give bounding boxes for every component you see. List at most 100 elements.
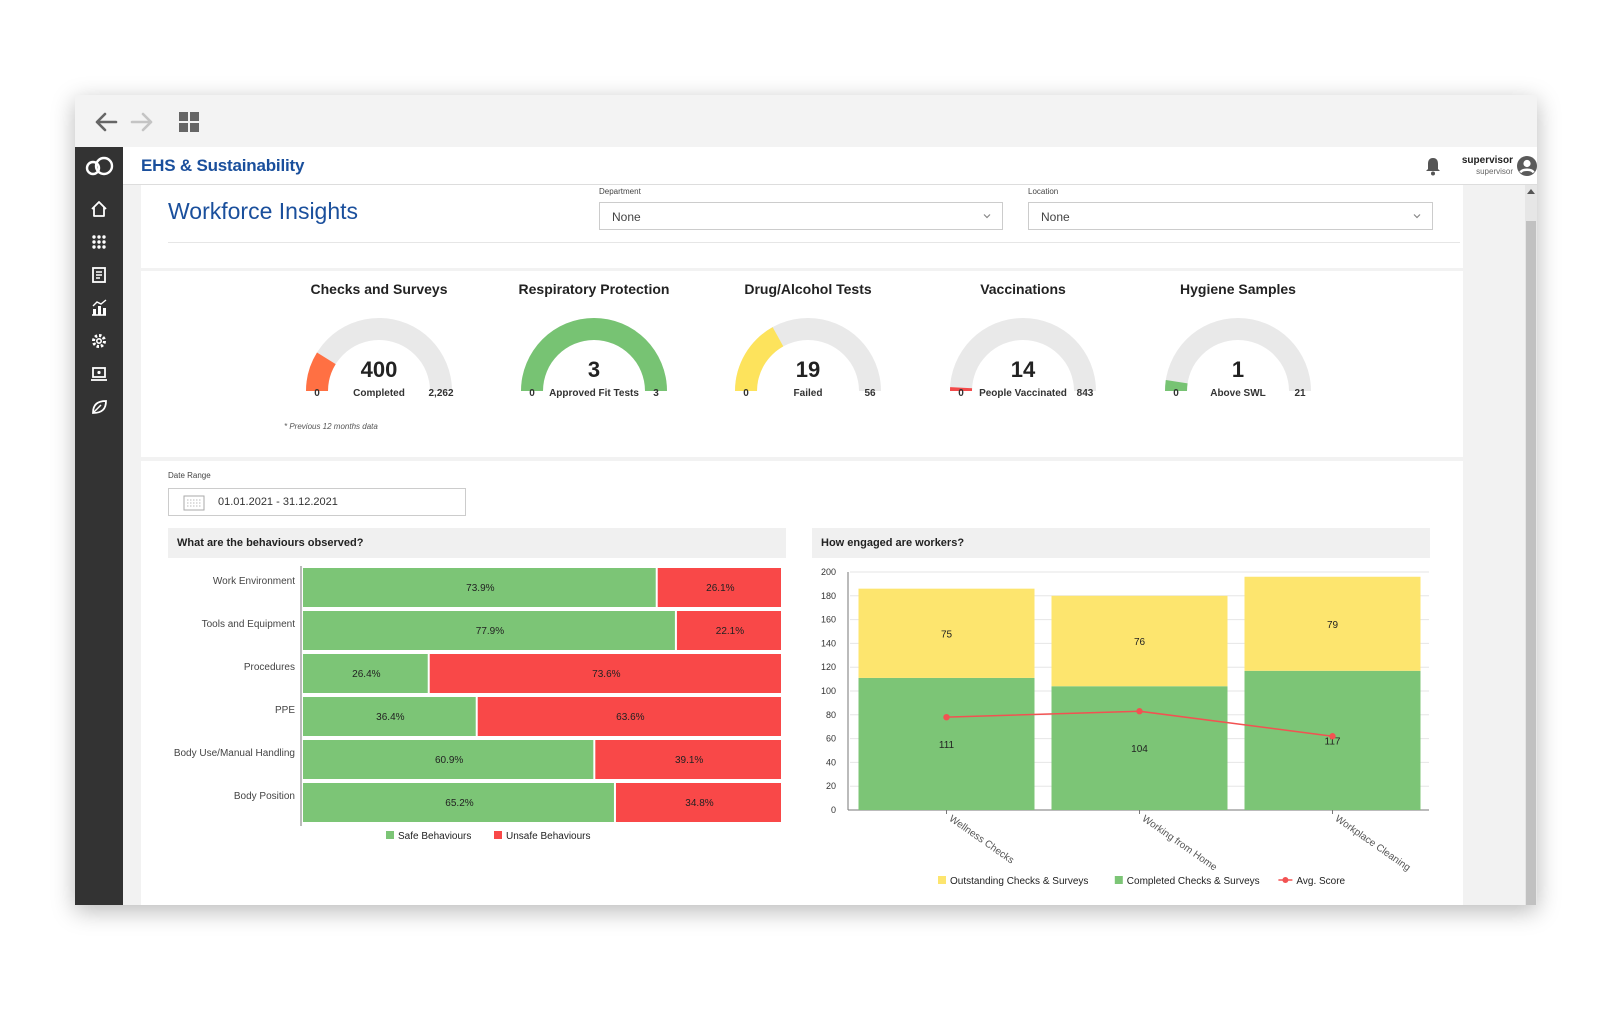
page-title: Workforce Insights [168,198,359,224]
bar-segment[interactable] [657,568,781,607]
leaf-icon[interactable] [87,395,111,419]
y-tick-label: 180 [821,591,836,601]
y-tick-label: 200 [821,567,836,577]
gauge-4: Vaccinations 14 People Vaccinated 0 843 [923,271,1123,431]
bar-segment[interactable] [595,740,781,779]
bar-segment[interactable] [676,611,781,650]
gauge-track [1165,318,1311,391]
filters-panel: Workforce Insights Department None Locat… [141,185,1463,268]
chart-header: How engaged are workers? [812,528,1430,558]
user-role: supervisor [1476,167,1513,176]
bar-segment[interactable] [303,611,675,650]
user-avatar-icon[interactable] [1516,155,1537,177]
gauge-fill [521,318,667,391]
document-icon[interactable] [87,263,111,287]
scrollbar[interactable] [1525,185,1537,905]
department-value: None [612,210,641,224]
calendar-icon[interactable] [183,495,205,511]
x-tick-label: Workplace Cleaning [1333,813,1412,873]
gauge-title: Hygiene Samples [1180,281,1296,297]
category-label: PPE [275,705,295,716]
legend-label[interactable]: Unsafe Behaviours [506,831,591,842]
user-name[interactable]: supervisor [1461,155,1513,166]
data-label: 73.6% [592,669,620,680]
gauge-fill [735,327,784,391]
gauge-fill [306,352,336,391]
bar-segment[interactable] [303,783,614,822]
data-label: 34.8% [685,798,713,809]
bar-segment[interactable] [615,783,781,822]
browser-toolbar [75,95,1537,147]
home-icon[interactable] [87,197,111,221]
legend-label[interactable]: Completed Checks & Surveys [1127,876,1260,887]
completed-bar[interactable] [858,677,1035,810]
avg-score-point[interactable] [1329,733,1336,740]
outstanding-bar[interactable] [1051,595,1228,687]
gauge-min: 0 [314,388,320,399]
gauge-value: 3 [587,357,601,382]
department-select[interactable]: None [599,202,1003,230]
legend-swatch [1114,876,1123,884]
date-range-input[interactable]: 01.01.2021 - 31.12.2021 [168,488,466,516]
chart-title: What are the behaviours observed? [177,537,364,549]
legend-label[interactable]: Safe Behaviours [398,831,471,842]
bar-segment[interactable] [303,740,594,779]
analytics-icon[interactable] [87,296,111,320]
y-tick-label: 100 [821,686,836,696]
date-range-label: Date Range [168,471,211,480]
y-tick-label: 60 [826,734,836,744]
gauge-title: Vaccinations [980,281,1066,297]
outstanding-bar[interactable] [1244,576,1421,671]
bar-segment[interactable] [429,654,781,693]
bar-segment[interactable] [303,654,428,693]
x-tick-label: Wellness Checks [947,813,1016,866]
scrollbar-thumb[interactable] [1526,221,1536,905]
legend-label[interactable]: Avg. Score [1296,876,1345,887]
gauge-fill [1165,380,1188,391]
charts-panel: Date Range 01.01.2021 - 31.12.2021 What … [141,461,1463,905]
forward-arrow-icon[interactable] [125,105,159,139]
scroll-up-arrow-icon[interactable] [1527,189,1535,194]
gauge-track [306,318,452,391]
legend-swatch [938,876,946,884]
data-label: 39.1% [675,755,703,766]
gauge-value: 14 [1010,357,1036,382]
outstanding-bar[interactable] [858,588,1035,678]
gauge-2: Respiratory Protection 3 Approved Fit Test… [494,271,694,431]
chevron-down-icon [1413,214,1421,219]
infinity-logo-icon [85,156,114,176]
bar-segment[interactable] [303,568,656,607]
bar-segment[interactable] [477,697,781,736]
data-label: 75 [941,629,953,640]
gauge-value: 1 [1231,357,1245,382]
gauge-max: 3 [653,388,659,399]
bell-icon[interactable] [1423,155,1443,177]
location-select[interactable]: None [1028,202,1433,230]
data-label: 60.9% [435,755,463,766]
data-label: 79 [1327,620,1339,631]
gear-icon[interactable] [87,329,111,353]
bar-segment[interactable] [303,697,476,736]
chart-title: How engaged are workers? [821,537,965,549]
gauge-min: 0 [529,388,535,399]
gauge-label: Completed [353,388,405,399]
category-label: Body Position [234,791,295,802]
gauge-value: 400 [360,357,398,382]
avg-score-point[interactable] [943,713,950,721]
date-range-value: 01.01.2021 - 31.12.2021 [218,496,338,508]
app-grid-icon[interactable] [172,105,206,139]
back-arrow-icon[interactable] [89,105,123,139]
apps-icon[interactable] [87,230,111,254]
legend-label[interactable]: Outstanding Checks & Surveys [950,876,1088,887]
behaviours-chart-svg: Work Environment 73.9% 26.1% Tools and Equi… [174,566,781,842]
data-label: 77.9% [476,626,504,637]
completed-bar[interactable] [1051,686,1228,810]
app-window: EHS & Sustainability supervisor supervis… [75,95,1537,905]
app-title[interactable]: EHS & Sustainability [141,156,305,175]
avg-score-point[interactable] [1136,708,1143,715]
gauge-max: 843 [1076,388,1094,399]
completed-bar[interactable] [1244,670,1421,810]
gauge-title: Respiratory Protection [518,281,670,297]
data-label: 65.2% [445,798,473,809]
monitor-icon[interactable] [87,362,111,386]
